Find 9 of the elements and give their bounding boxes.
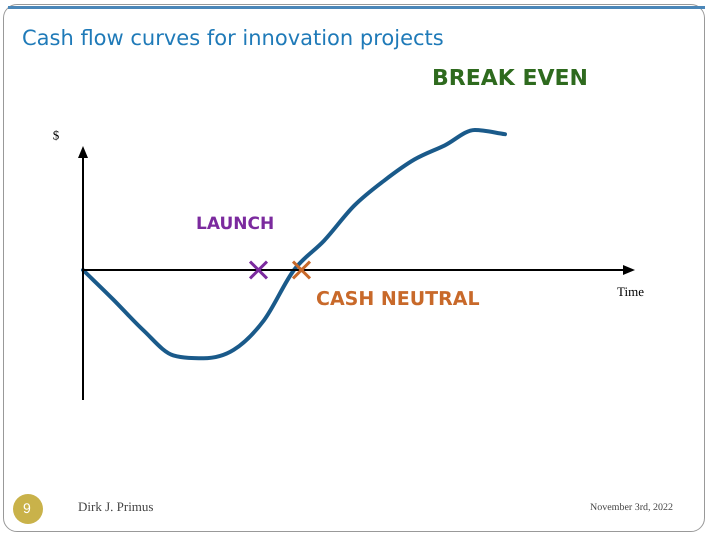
- text: Time: [617, 284, 644, 300]
- text: November 3rd, 2022: [590, 502, 674, 513]
- y-axis-title: $: [52, 127, 60, 142]
- chart-title: Cash flow curves for innovation projects: [22, 26, 444, 50]
- annotation: LAUNCH: [196, 214, 274, 234]
- text: Dirk J. Primus: [78, 499, 154, 515]
- text: BREAK EVEN: [432, 66, 588, 91]
- text: 9: [23, 500, 31, 516]
- annotation: CASH NEUTRAL: [316, 288, 480, 310]
